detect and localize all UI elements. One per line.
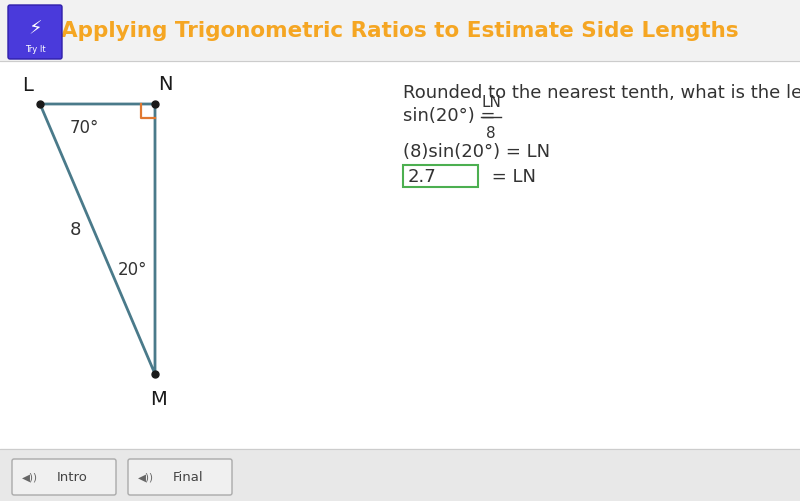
Text: Applying Trigonometric Ratios to Estimate Side Lengths: Applying Trigonometric Ratios to Estimat… [61,21,739,41]
Bar [0,0,800,62]
Bar [0,449,800,501]
Text: L: L [22,76,34,95]
Text: 8: 8 [486,126,496,141]
Bar [403,166,478,188]
Text: Intro: Intro [57,470,87,483]
Text: N: N [158,75,173,94]
Text: 70°: 70° [70,119,99,137]
Text: (8)sin(20°) = LN: (8)sin(20°) = LN [403,143,550,161]
Text: = LN: = LN [486,168,536,186]
Text: LN: LN [481,95,501,110]
Text: Try It: Try It [25,45,46,54]
Text: 8: 8 [70,220,81,238]
Text: 2.7: 2.7 [408,168,437,186]
Text: ⚡: ⚡ [28,20,42,39]
FancyBboxPatch shape [128,459,232,495]
FancyBboxPatch shape [12,459,116,495]
FancyBboxPatch shape [8,6,62,60]
Text: 20°: 20° [118,261,147,279]
Text: Final: Final [173,470,203,483]
Text: ◀)): ◀)) [138,472,154,482]
Text: Rounded to the nearest tenth, what is the length of LN?: Rounded to the nearest tenth, what is th… [403,84,800,102]
Text: ◀)): ◀)) [22,472,38,482]
Text: M: M [150,389,166,408]
Text: sin(20°) =: sin(20°) = [403,107,502,125]
